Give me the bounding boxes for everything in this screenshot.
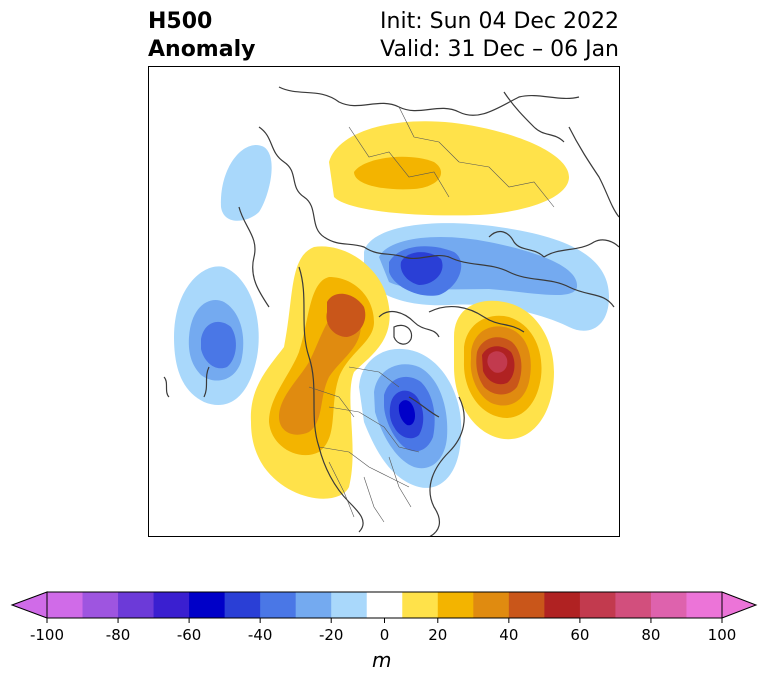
positive-anomaly-east (454, 300, 554, 440)
colorbar-tick-label: 100 (708, 626, 737, 644)
title-subvariable: Anomaly (148, 37, 256, 62)
valid-range: Valid: 31 Dec – 06 Jan (380, 37, 619, 62)
colorbar-segment (331, 592, 368, 618)
negative-anomaly-northeast-atlantic (220, 145, 272, 221)
colorbar-segment (508, 592, 545, 618)
colorbar-tick-label: 60 (570, 626, 589, 644)
map-panel (148, 66, 620, 537)
colorbar-tick-label: 40 (499, 626, 518, 644)
colorbar-segment (366, 592, 403, 618)
colorbar-segment (260, 592, 297, 618)
init-date: Init: Sun 04 Dec 2022 (380, 9, 619, 34)
colorbar-over-arrow (721, 591, 758, 619)
positive-anomaly-west-ridge (250, 246, 390, 499)
colorbar-tick-label: -60 (177, 626, 202, 644)
colorbar-tick-label: 0 (380, 626, 390, 644)
colorbar-tick-label: 80 (641, 626, 660, 644)
colorbar-segment (153, 592, 190, 618)
colorbar-tick-label: -80 (106, 626, 131, 644)
negative-anomaly-atlantic (174, 266, 259, 405)
coastlines (163, 86, 619, 536)
positive-anomaly-siberia (329, 121, 569, 216)
colorbar-segment (189, 592, 226, 618)
colorbar-segment (295, 592, 332, 618)
colorbar-segment (82, 592, 119, 618)
title-left: H500 Anomaly (148, 8, 255, 64)
colorbar-segment (650, 592, 687, 618)
colorbar-segment (686, 592, 723, 618)
colorbar-segment (437, 592, 474, 618)
colorbar-segment (615, 592, 652, 618)
title-variable: H500 (148, 9, 213, 34)
title-right: Init: Sun 04 Dec 2022 Valid: 31 Dec – 06… (380, 8, 619, 64)
colorbar-segment (544, 592, 581, 618)
negative-anomaly-eastern-us (359, 348, 462, 488)
colorbar-unit-label: m (372, 648, 392, 672)
colorbar-segment (224, 592, 261, 618)
colorbar-segment (118, 592, 155, 618)
colorbar-tick-label: 20 (428, 626, 447, 644)
colorbar-graphic: -100 -80 -60 -40 -20 0 20 40 60 80 100 (10, 591, 758, 644)
colorbar-segment (473, 592, 510, 618)
anomaly-map (163, 86, 619, 536)
political-borders (308, 106, 555, 523)
colorbar-segment (579, 592, 616, 618)
colorbar-tick-label: -40 (248, 626, 273, 644)
colorbar: -100 -80 -60 -40 -20 0 20 40 60 80 100 (0, 580, 768, 650)
colorbar-segment (402, 592, 439, 618)
colorbar-tick-label: -20 (319, 626, 344, 644)
negative-anomaly-canada (364, 223, 609, 331)
colorbar-segment (47, 592, 84, 618)
colorbar-under-arrow (10, 591, 48, 619)
colorbar-tick-label: -100 (30, 626, 64, 644)
